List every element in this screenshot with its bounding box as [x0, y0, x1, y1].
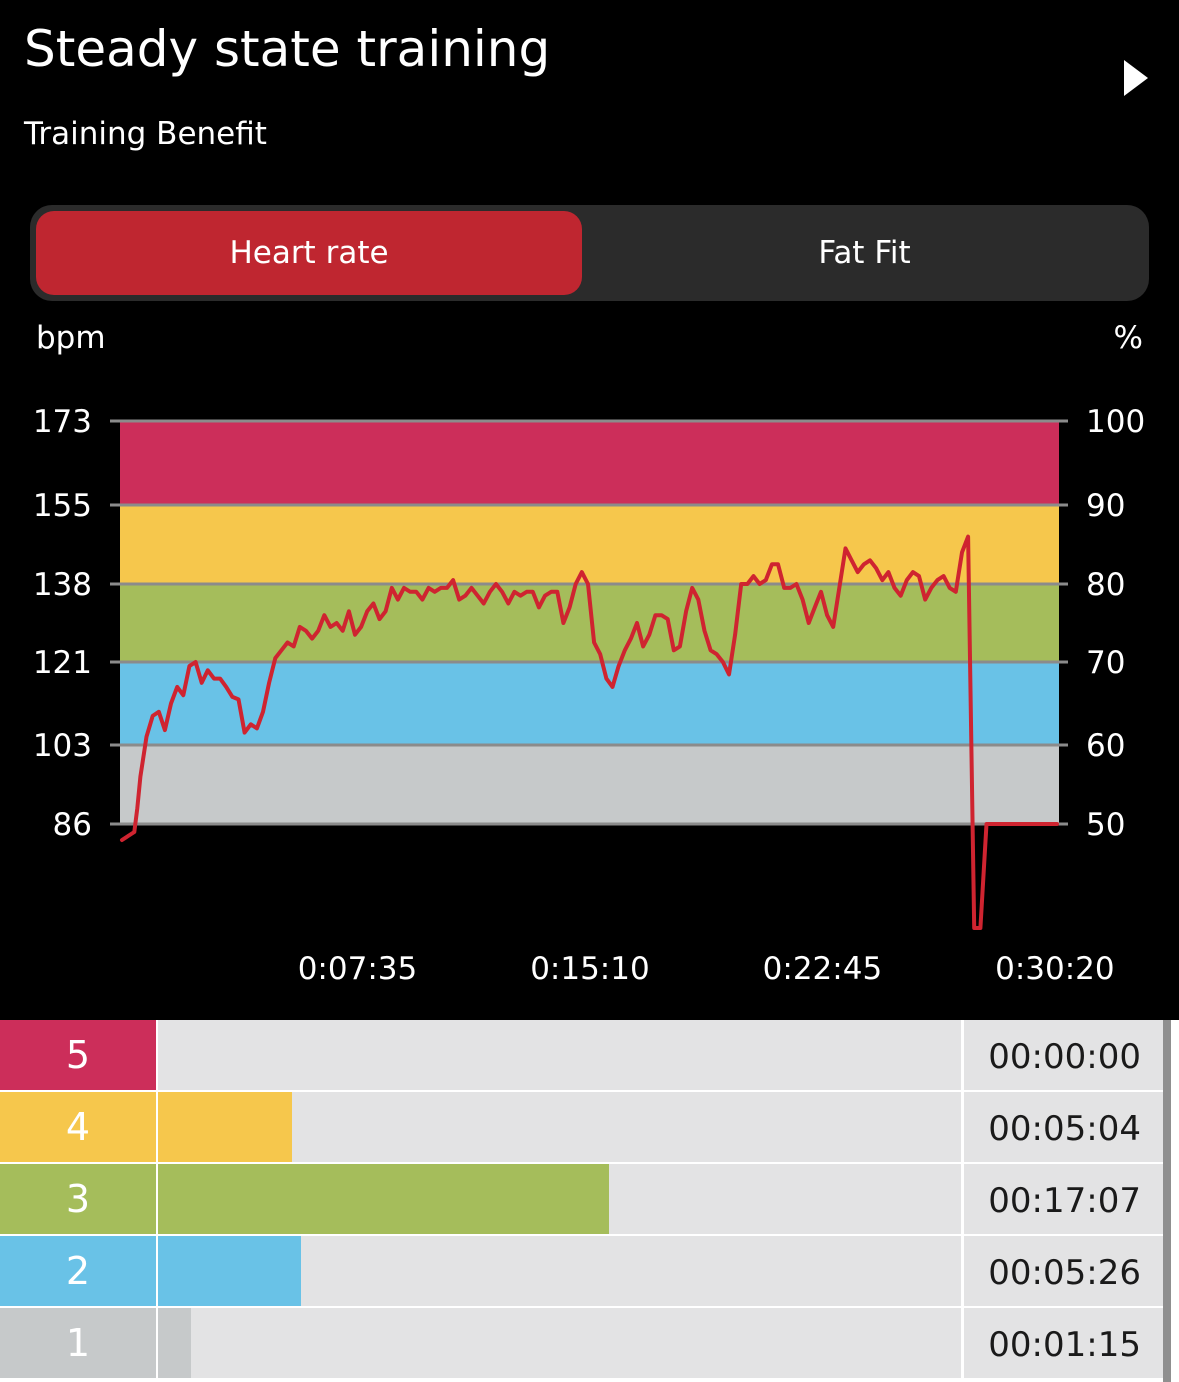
zone-bands: [120, 421, 1059, 824]
tab-heart-rate[interactable]: Heart rate: [36, 211, 582, 295]
zone-time: 00:05:04: [988, 1109, 1141, 1149]
zone-summary-table: 5 00:00:00 4 00:05:04 3 00:17:07 2 00:05…: [0, 1020, 1179, 1382]
zone-band-1: [120, 745, 1059, 824]
zone-time-fill: [158, 1236, 301, 1306]
zone-number: 4: [0, 1092, 156, 1162]
y-left-tick-label: 121: [33, 645, 92, 681]
zone-band-2: [120, 662, 1059, 745]
y-right-tick-label: 80: [1086, 567, 1125, 603]
x-tick-label: 0:07:35: [298, 951, 418, 987]
y-axis-right-labels: 100 90 80 70 60 50: [1086, 404, 1145, 843]
y-right-tick-label: 50: [1086, 807, 1125, 843]
y-axis-right-unit: %: [1113, 320, 1143, 356]
zone-number: 5: [0, 1020, 156, 1090]
zone-time-track: [158, 1308, 961, 1378]
page-subtitle: Training Benefit: [24, 116, 267, 152]
zone-number: 2: [0, 1236, 156, 1306]
zone-band-5: [120, 421, 1059, 505]
zone-time-track: [158, 1164, 961, 1234]
page-title: Steady state training: [24, 20, 551, 78]
zone-row-5: 5 00:00:00: [0, 1020, 1163, 1090]
y-left-tick-label: 86: [53, 807, 92, 843]
zone-time-track: [158, 1092, 961, 1162]
heart-rate-line: [120, 534, 1059, 930]
zone-row-3: 3 00:17:07: [0, 1164, 1163, 1234]
y-left-tick-label: 155: [33, 488, 92, 524]
zone-row-2: 2 00:05:26: [0, 1236, 1163, 1306]
play-button[interactable]: [1112, 52, 1164, 104]
zone-time-fill: [158, 1164, 609, 1234]
x-axis-labels: 0:07:35 0:15:10 0:22:45 0:30:20: [298, 951, 1115, 987]
y-left-tick-label: 173: [33, 404, 92, 440]
scrollbar[interactable]: [1163, 1020, 1171, 1382]
zone-time-fill: [158, 1308, 191, 1378]
zone-time: 00:00:00: [988, 1037, 1141, 1077]
zone-time-cell: 00:05:26: [964, 1236, 1163, 1306]
y-right-tick-label: 100: [1086, 404, 1145, 440]
zone-band-4: [120, 505, 1059, 584]
play-icon: [1124, 60, 1148, 96]
tab-fat-fit[interactable]: Fat Fit: [818, 235, 911, 271]
x-tick-label: 0:22:45: [763, 951, 883, 987]
zone-time-cell: 00:00:00: [964, 1020, 1163, 1090]
zone-time-cell: 00:01:15: [964, 1308, 1163, 1378]
y-axis-left-unit: bpm: [36, 320, 106, 356]
y-right-tick-label: 70: [1086, 645, 1125, 681]
zone-time-cell: 00:17:07: [964, 1164, 1163, 1234]
series-layer: [120, 534, 1059, 930]
zone-time: 00:17:07: [988, 1181, 1141, 1221]
x-tick-label: 0:30:20: [995, 951, 1115, 987]
zone-time-track: [158, 1236, 961, 1306]
zone-time: 00:05:26: [988, 1253, 1141, 1293]
y-axis-left-labels: 173 155 138 121 103 86: [33, 404, 92, 843]
zone-time-track: [158, 1020, 961, 1090]
zone-time: 00:01:15: [988, 1325, 1141, 1365]
x-tick-label: 0:15:10: [530, 951, 650, 987]
zone-row-1: 1 00:01:15: [0, 1308, 1163, 1378]
y-left-tick-label: 103: [33, 728, 92, 764]
zone-row-4: 4 00:05:04: [0, 1092, 1163, 1162]
y-right-tick-label: 60: [1086, 728, 1125, 764]
zone-number: 1: [0, 1308, 156, 1378]
zone-time-fill: [158, 1092, 293, 1162]
zone-number: 3: [0, 1164, 156, 1234]
chart-type-segmented-control: Heart rate Fat Fit: [30, 205, 1149, 301]
y-left-tick-label: 138: [33, 567, 92, 603]
zone-time-cell: 00:05:04: [964, 1092, 1163, 1162]
y-right-tick-label: 90: [1086, 488, 1125, 524]
